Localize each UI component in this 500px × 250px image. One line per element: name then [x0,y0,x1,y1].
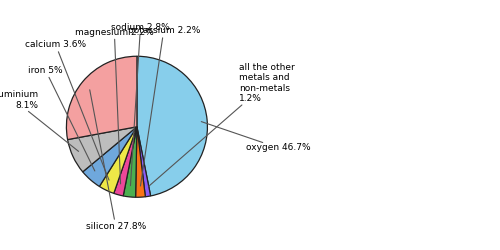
Wedge shape [123,127,137,197]
Wedge shape [68,127,137,172]
Wedge shape [137,56,208,196]
Text: potassium 2.2%: potassium 2.2% [128,26,200,186]
Text: all the other
metals and
non-metals
1.2%: all the other metals and non-metals 1.2% [149,63,295,186]
Text: calcium 3.6%: calcium 3.6% [25,40,109,180]
Wedge shape [136,127,145,197]
Text: silicon 27.8%: silicon 27.8% [86,90,146,231]
Text: magnesium 2.2%: magnesium 2.2% [75,28,154,184]
Wedge shape [114,127,137,196]
Wedge shape [100,127,137,193]
Wedge shape [137,127,150,197]
Text: sodium 2.8%: sodium 2.8% [111,22,170,186]
Text: iron 5%: iron 5% [28,66,95,171]
Wedge shape [82,127,137,186]
Text: aluminium
8.1%: aluminium 8.1% [0,90,78,151]
Wedge shape [66,56,137,140]
Text: oxygen 46.7%: oxygen 46.7% [202,122,311,152]
